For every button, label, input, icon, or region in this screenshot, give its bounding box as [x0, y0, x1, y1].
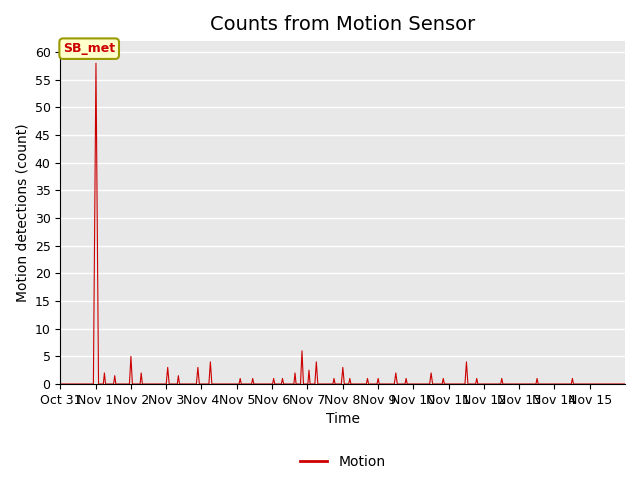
Text: SB_met: SB_met — [63, 42, 115, 55]
X-axis label: Time: Time — [326, 412, 360, 426]
Y-axis label: Motion detections (count): Motion detections (count) — [15, 123, 29, 302]
Legend: Motion: Motion — [294, 449, 391, 474]
Title: Counts from Motion Sensor: Counts from Motion Sensor — [210, 15, 476, 34]
